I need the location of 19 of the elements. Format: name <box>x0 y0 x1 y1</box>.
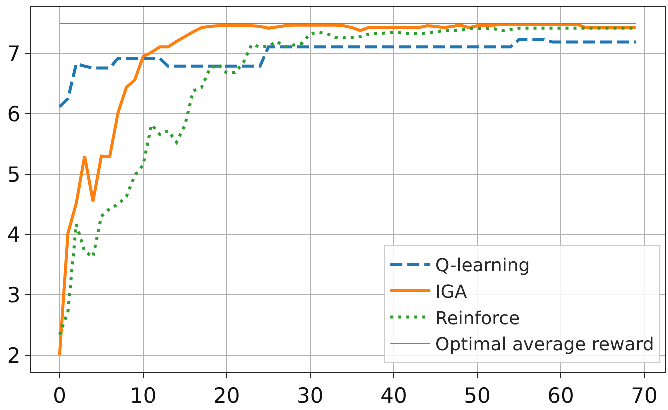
x-tick-label: 70 <box>631 384 658 408</box>
y-tick-label: 5 <box>7 162 21 187</box>
y-tick-label: 4 <box>7 223 21 248</box>
y-tick-label: 7 <box>7 42 21 66</box>
legend-label: IGA <box>436 282 468 303</box>
x-tick-label: 30 <box>297 384 324 408</box>
y-tick-label: 3 <box>7 283 21 308</box>
x-tick-label: 50 <box>464 384 491 408</box>
x-tick-label: 0 <box>53 384 67 408</box>
x-tick-label: 40 <box>380 384 408 408</box>
legend-label: Optimal average reward <box>436 334 654 356</box>
x-tick-label: 20 <box>214 384 240 408</box>
y-tick-label: 2 <box>7 344 21 368</box>
x-tick-label: 60 <box>548 384 574 408</box>
x-tick-label: 10 <box>130 384 157 408</box>
legend-label: Q-learning <box>436 255 530 276</box>
legend-label: Reinforce <box>436 308 520 330</box>
y-tick-label: 6 <box>7 102 21 126</box>
line-series <box>58 38 638 108</box>
